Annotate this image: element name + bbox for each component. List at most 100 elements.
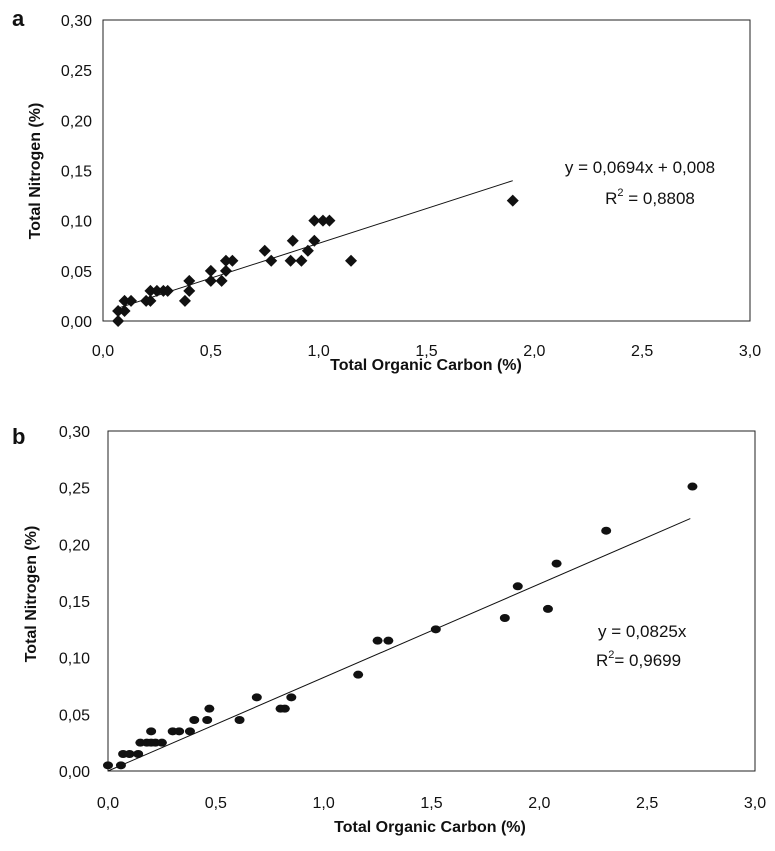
data-point [353,670,364,679]
y-tick-label: 0,25 [59,481,90,498]
panel-a: a 0,0 0,5 1,0 1,5 2,0 2,5 3,00,000,050,100,150… [12,6,761,374]
data-point [204,704,215,713]
data-point [118,304,131,317]
y-tick-label: 0,10 [61,214,92,231]
data-point [551,559,562,568]
data-point [112,315,125,327]
x-tick-label: 2,0 [523,343,545,360]
data-point [286,693,297,702]
panel-b: b 0,0 0,5 1,0 1,5 2,0 2,5 3,00,000,050,100,150… [12,424,766,836]
panel-label: a [12,6,25,31]
data-points [103,482,698,770]
x-tick-label: 2,5 [636,795,658,812]
data-point [144,294,157,307]
y-tick-label: 0,00 [59,764,90,781]
y-tick-label: 0,20 [59,537,90,554]
data-point [308,234,321,247]
r2-value: = 0,9699 [614,651,681,670]
data-point [184,727,195,736]
data-point [499,614,510,622]
x-tick-label: 3,0 [744,795,766,812]
y-tick-label: 0,10 [59,651,90,668]
data-point [204,274,217,287]
r2-symbol: R [596,651,608,670]
x-tick-label: 0,5 [205,795,227,812]
data-point [174,727,185,736]
data-point [234,716,245,724]
r-squared-label: R2= 0,9699 [596,649,681,670]
data-point [124,750,135,758]
x-axis-title: Total Organic Carbon (%) [330,357,522,374]
r2-value: = 0,8808 [624,189,695,208]
data-point [301,244,314,257]
data-point [156,738,167,747]
data-point [115,761,126,770]
panel-label: b [12,424,25,449]
data-point [383,636,394,645]
data-point [226,254,239,267]
y-tick-label: 0,15 [59,594,90,611]
r2-superscript: 2 [617,187,623,199]
x-tick-label: 2,0 [528,795,550,812]
y-axis-title: Total Nitrogen (%) [23,526,40,663]
data-point [183,284,196,297]
data-point [258,244,271,257]
data-point [146,727,157,736]
data-point [144,284,157,297]
y-tick-label: 0,20 [61,113,92,130]
y-tick-label: 0,30 [61,13,92,30]
data-point [161,284,174,297]
data-point [286,234,299,247]
x-tick-label: 1,5 [420,795,442,812]
data-point [542,604,553,613]
y-tick-label: 0,30 [59,424,90,441]
y-axis-title: Total Nitrogen (%) [27,103,44,240]
regression-equation: y = 0,0694x + 0,008 [565,158,715,177]
x-tick-label: 0,5 [200,343,222,360]
plot-area-frame [107,430,756,772]
data-point [178,294,191,307]
x-tick-label: 2,5 [631,343,653,360]
x-tick-label: 3,0 [739,343,761,360]
data-point [316,214,329,227]
data-point [125,294,138,307]
data-point [189,716,200,724]
data-point [150,284,163,297]
r2-symbol: R [605,189,617,208]
data-point [204,264,217,277]
x-tick-label: 1,0 [313,795,335,812]
y-tick-label: 0,05 [59,707,90,724]
data-points [112,194,519,327]
data-point [308,214,321,227]
x-tick-label: 0,0 [92,343,114,360]
regression-equation: y = 0,0825x [598,622,687,641]
data-point [601,526,612,535]
data-point [183,274,196,287]
data-point [219,254,232,267]
y-tick-label: 0,05 [61,264,92,281]
data-point [372,636,383,645]
axis-ticks: 0,0 0,5 1,0 1,5 2,0 2,5 3,0 0,00 0,05 0,10 0,15 0,2… [59,424,766,812]
data-point [118,294,131,307]
data-point [133,750,144,758]
data-point [265,254,278,267]
x-tick-label: 0,0 [97,795,119,812]
data-point [112,304,125,317]
plot-area-frame [102,19,751,322]
y-tick-label: 0,15 [61,164,92,181]
data-point [295,254,308,267]
y-tick-label: 0,25 [61,63,92,80]
x-tick-label: 1,0 [308,343,330,360]
data-point [430,625,441,634]
data-point [251,693,262,702]
data-point [202,716,213,724]
x-axis-title: Total Organic Carbon (%) [334,819,526,836]
data-point [284,254,297,267]
data-point [345,254,358,267]
data-point [279,704,290,713]
x-tick-label: 1,5 [415,343,437,360]
data-point [687,482,698,491]
r2-superscript: 2 [608,649,614,661]
